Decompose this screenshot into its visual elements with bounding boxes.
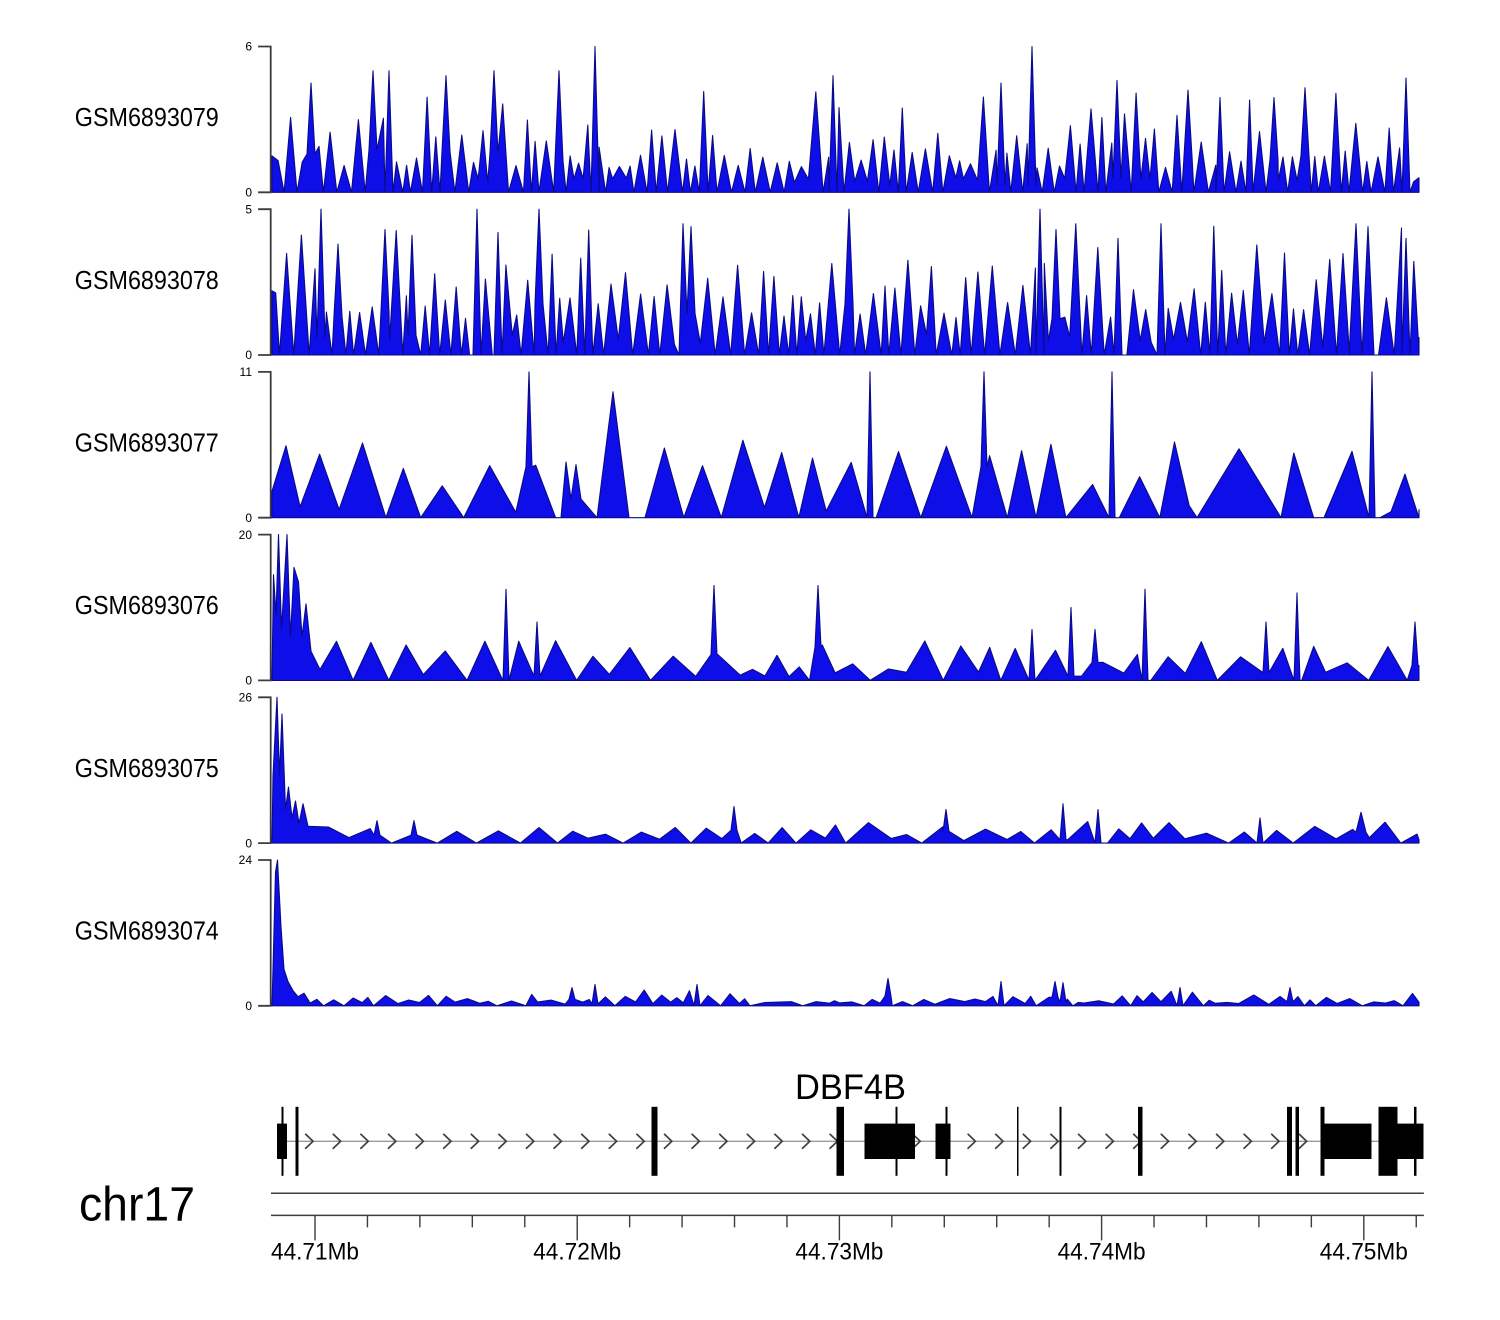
svg-text:44.73Mb: 44.73Mb — [795, 1238, 883, 1265]
svg-text:44.74Mb: 44.74Mb — [1058, 1238, 1146, 1265]
svg-text:chr17: chr17 — [79, 1179, 195, 1232]
svg-text:DBF4B: DBF4B — [795, 1068, 906, 1107]
svg-text:44.71Mb: 44.71Mb — [271, 1238, 359, 1265]
svg-text:GSM6893074: GSM6893074 — [75, 916, 219, 946]
svg-text:0: 0 — [245, 511, 252, 525]
svg-text:26: 26 — [239, 691, 253, 705]
svg-text:GSM6893078: GSM6893078 — [75, 265, 219, 295]
svg-text:6: 6 — [245, 40, 252, 54]
svg-text:GSM6893076: GSM6893076 — [75, 590, 219, 620]
svg-text:0: 0 — [245, 999, 252, 1013]
svg-text:5: 5 — [245, 202, 252, 216]
svg-text:0: 0 — [245, 348, 252, 362]
svg-text:24: 24 — [239, 853, 253, 867]
svg-text:GSM6893077: GSM6893077 — [75, 428, 219, 458]
svg-text:0: 0 — [245, 836, 252, 850]
svg-text:GSM6893079: GSM6893079 — [75, 102, 219, 132]
svg-text:44.75Mb: 44.75Mb — [1320, 1238, 1408, 1265]
svg-text:11: 11 — [240, 365, 253, 379]
svg-text:0: 0 — [245, 186, 252, 200]
svg-text:20: 20 — [239, 528, 253, 542]
svg-text:GSM6893075: GSM6893075 — [75, 753, 219, 783]
svg-text:0: 0 — [245, 674, 252, 688]
svg-text:44.72Mb: 44.72Mb — [533, 1238, 621, 1265]
